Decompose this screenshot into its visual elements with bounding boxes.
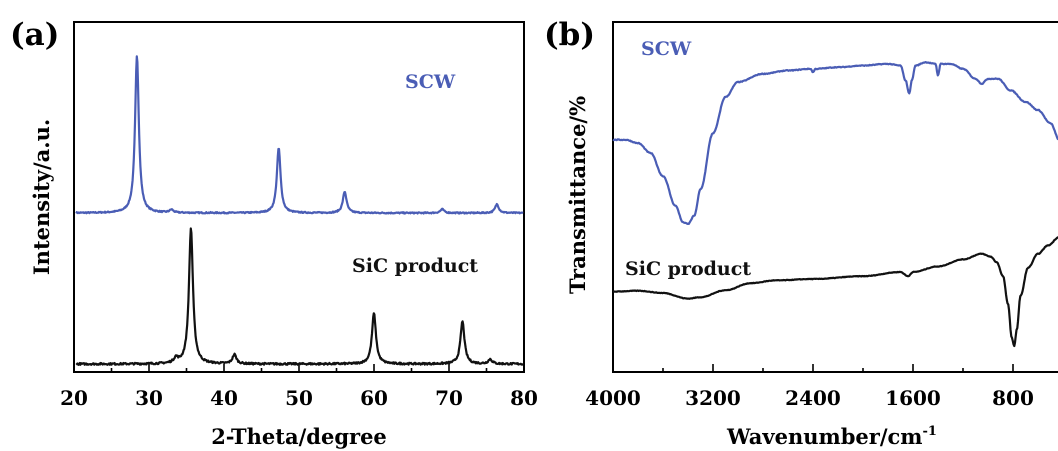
panel-a-x-axis-title: 2-Theta/degree	[211, 424, 387, 449]
panel-a-x-tick-label: 70	[435, 386, 463, 410]
panel-a-series-label-sic: SiC product	[352, 255, 478, 277]
panel-b-x-axis-title-main: Wavenumber/cm	[726, 424, 922, 449]
panel-b-x-axis-title-superscript: -1	[923, 424, 937, 439]
panel-b-y-axis-title: Transmittance/%	[565, 96, 590, 294]
panel-b-x-tick-label: 4000	[585, 386, 641, 410]
panel-b-series-line-scw	[612, 61, 1058, 225]
panel-b-x-tick-label: 3200	[685, 386, 741, 410]
panel-b: (b) 4000 3200 2400 1600 800 Wavenumber/cm-1 …	[544, 17, 1058, 449]
panel-a-series-line-sic	[75, 227, 524, 366]
panel-a-x-tick-label: 30	[135, 386, 163, 410]
panel-a-plot-frame	[73, 21, 525, 373]
panel-a-x-tick-label: 80	[510, 386, 538, 410]
panel-b-x-tick-label: 2400	[785, 386, 841, 410]
panel-a-series-label-scw: SCW	[405, 71, 456, 93]
panel-a-letter: (a)	[10, 17, 59, 53]
panel-b-plot-frame	[612, 21, 1058, 373]
panel-a-x-tick-label: 60	[360, 386, 388, 410]
panel-b-series-label-sic: SiC product	[625, 258, 751, 280]
panel-a-series-line-scw	[75, 55, 524, 215]
panel-b-series-line-sic	[612, 236, 1058, 348]
panel-b-x-axis-title: Wavenumber/cm-1	[726, 424, 937, 449]
panel-a-y-axis-title: Intensity/a.u.	[29, 119, 54, 275]
panel-a-x-tick-label: 50	[285, 386, 313, 410]
panel-b-series-label-scw: SCW	[641, 38, 692, 60]
panel-b-letter: (b)	[544, 17, 595, 53]
panel-a-x-tick-label: 40	[210, 386, 238, 410]
panel-b-x-tick-label: 1600	[885, 386, 941, 410]
panel-a: (a) 20 30 40 50 60 70 80 2-Theta/degree Intens…	[10, 17, 538, 449]
panel-b-x-tick-label: 800	[992, 386, 1034, 410]
panel-a-x-tick-label: 20	[60, 386, 88, 410]
